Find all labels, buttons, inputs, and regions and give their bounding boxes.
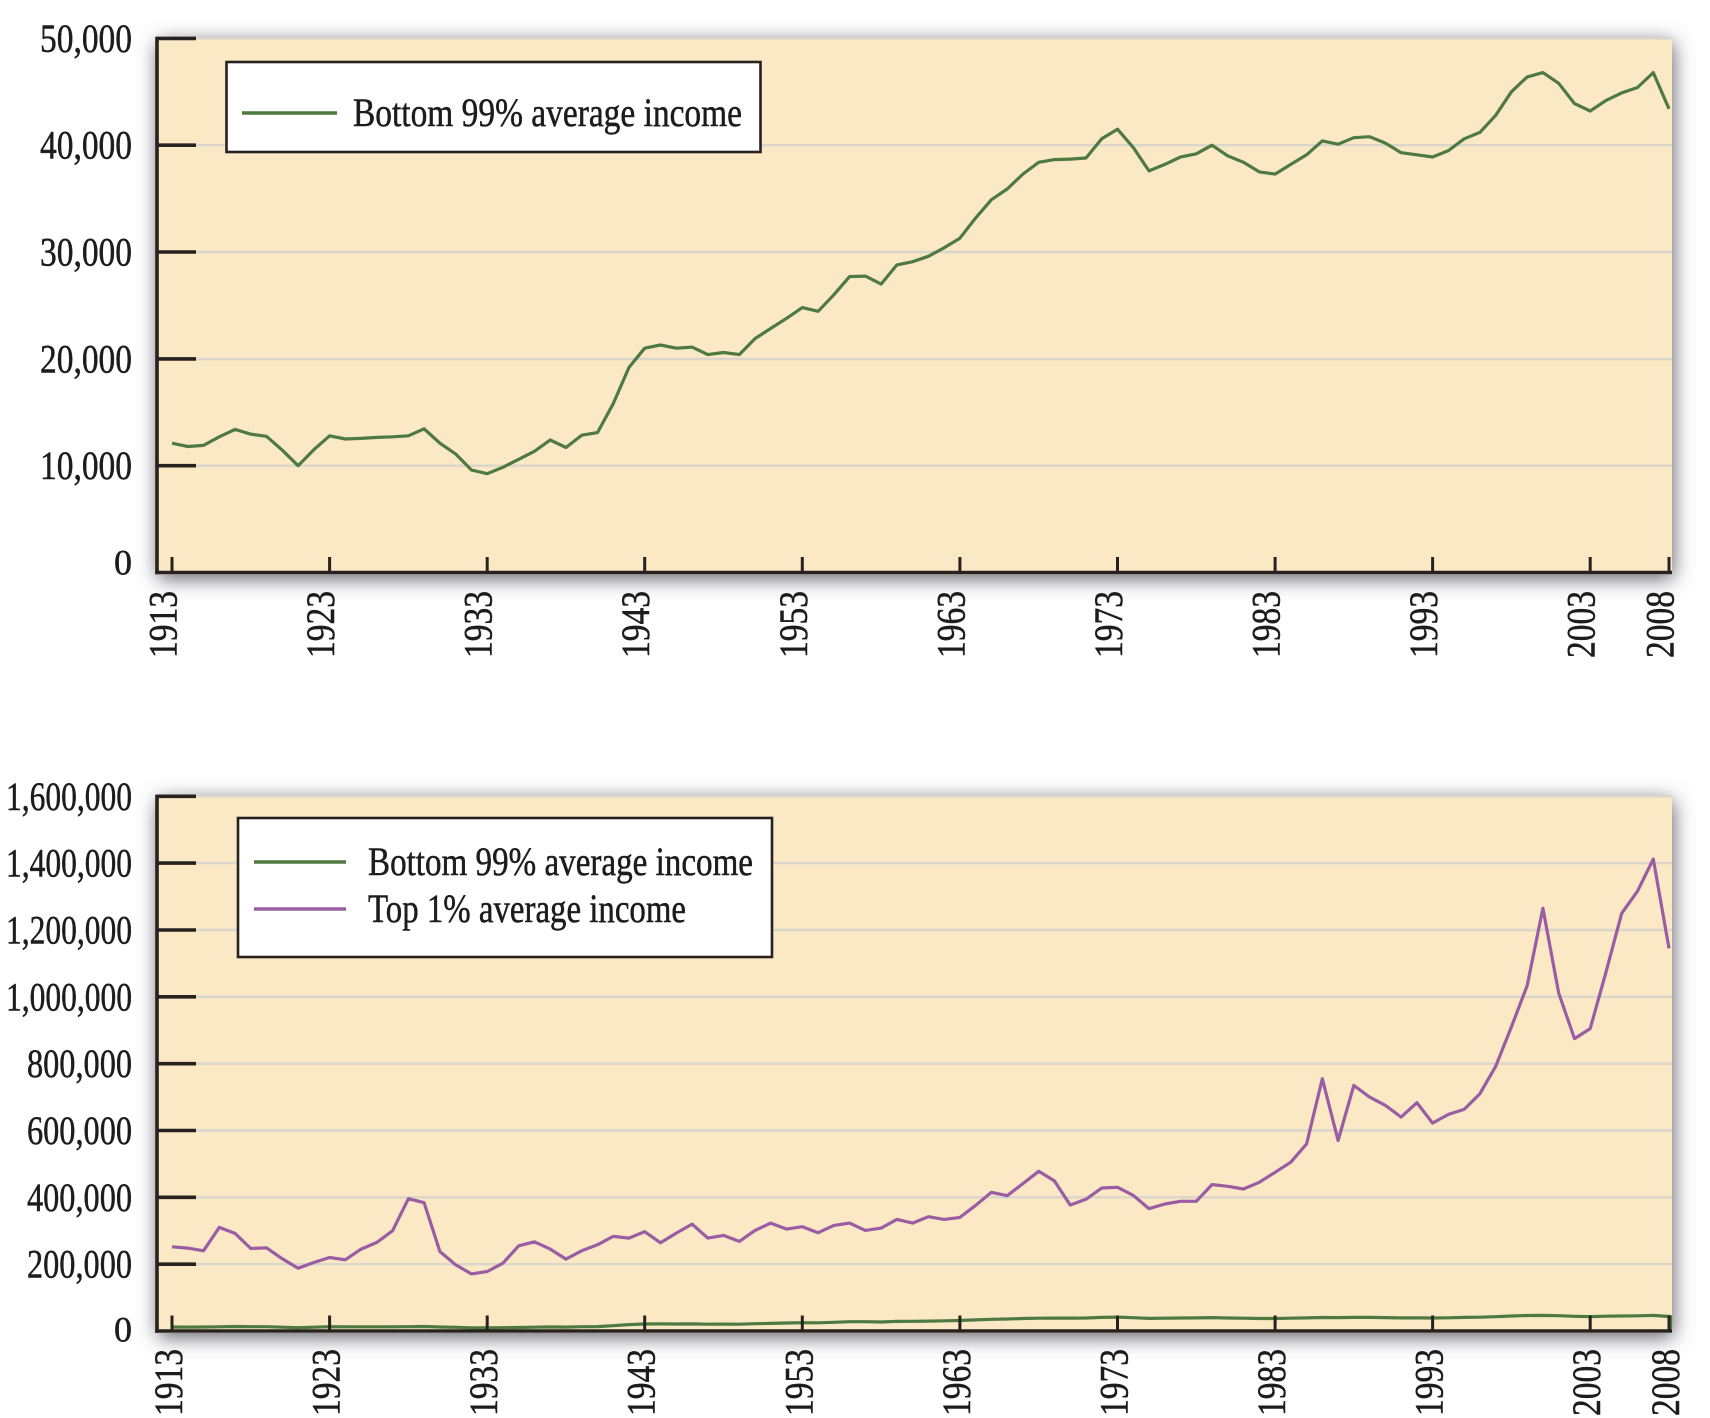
svg-text:1973: 1973 <box>1092 1349 1137 1416</box>
svg-text:Bottom 99% average income: Bottom 99% average income <box>368 839 753 884</box>
svg-text:1993: 1993 <box>1407 1349 1452 1416</box>
svg-text:2008: 2008 <box>1643 1349 1688 1416</box>
svg-text:1923: 1923 <box>298 591 343 658</box>
svg-text:1,600,000: 1,600,000 <box>6 774 132 819</box>
svg-text:1953: 1953 <box>771 591 816 658</box>
svg-text:1963: 1963 <box>934 1349 979 1416</box>
svg-text:20,000: 20,000 <box>40 336 132 381</box>
svg-text:2003: 2003 <box>1559 591 1604 658</box>
svg-text:10,000: 10,000 <box>40 443 132 488</box>
svg-text:2003: 2003 <box>1564 1349 1609 1416</box>
svg-text:1943: 1943 <box>613 591 658 658</box>
svg-text:1973: 1973 <box>1086 591 1131 658</box>
svg-text:200,000: 200,000 <box>27 1242 132 1287</box>
svg-text:30,000: 30,000 <box>40 230 132 275</box>
svg-text:1943: 1943 <box>619 1349 664 1416</box>
svg-text:1933: 1933 <box>461 1349 506 1416</box>
svg-text:1983: 1983 <box>1249 1349 1294 1416</box>
svg-text:1,200,000: 1,200,000 <box>6 908 132 953</box>
svg-text:1923: 1923 <box>304 1349 349 1416</box>
svg-text:Bottom 99% average income: Bottom 99% average income <box>353 90 742 135</box>
svg-text:1913: 1913 <box>146 1349 191 1416</box>
svg-text:1913: 1913 <box>141 591 186 658</box>
svg-text:1993: 1993 <box>1401 591 1446 658</box>
svg-text:1933: 1933 <box>456 591 501 658</box>
svg-text:0: 0 <box>114 543 132 583</box>
svg-text:1963: 1963 <box>928 591 973 658</box>
svg-text:50,000: 50,000 <box>40 16 132 61</box>
svg-text:800,000: 800,000 <box>27 1041 132 1086</box>
svg-text:40,000: 40,000 <box>40 123 132 168</box>
svg-text:400,000: 400,000 <box>27 1175 132 1220</box>
svg-text:2008: 2008 <box>1638 591 1683 658</box>
svg-text:1,000,000: 1,000,000 <box>6 974 132 1019</box>
svg-text:1983: 1983 <box>1244 591 1289 658</box>
svg-text:Top 1% average income: Top 1% average income <box>368 886 686 931</box>
svg-text:1,400,000: 1,400,000 <box>6 841 132 886</box>
svg-text:600,000: 600,000 <box>27 1108 132 1153</box>
svg-text:1953: 1953 <box>776 1349 821 1416</box>
svg-text:0: 0 <box>114 1310 132 1350</box>
